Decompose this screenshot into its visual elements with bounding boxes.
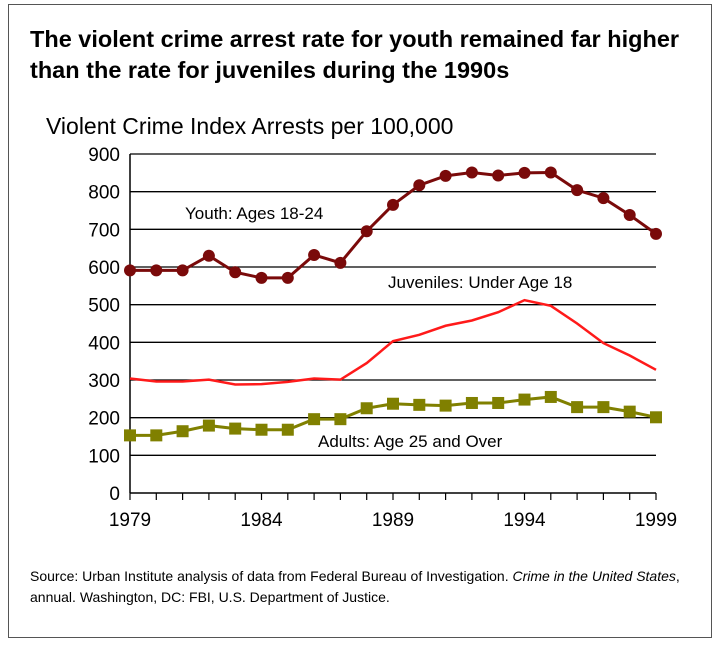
y-tick-label: 900 <box>88 145 120 166</box>
data-point <box>281 271 294 284</box>
data-point <box>571 401 584 414</box>
data-point <box>229 266 242 279</box>
data-point <box>308 248 321 261</box>
data-point <box>439 169 452 182</box>
source-title: Crime in the United States <box>512 568 676 584</box>
data-point <box>202 419 215 432</box>
data-point <box>176 264 189 277</box>
data-point <box>229 422 242 435</box>
chart-title: The violent crime arrest rate for youth … <box>30 26 680 83</box>
source-suffix: , annual. Washington, DC: FBI, U.S. Depa… <box>30 568 680 605</box>
data-point <box>360 402 373 415</box>
data-point <box>150 264 163 277</box>
data-point <box>544 390 557 403</box>
data-point <box>124 264 136 277</box>
data-point <box>334 256 347 269</box>
data-point <box>281 423 294 436</box>
data-point <box>334 413 347 426</box>
data-point <box>650 227 662 240</box>
x-tick-label: 1999 <box>635 510 677 531</box>
series-label: Adults: Age 25 and Over <box>318 432 503 451</box>
source-prefix: Source: Urban Institute analysis of data… <box>30 568 513 584</box>
x-tick-label: 1979 <box>109 510 151 531</box>
x-tick-label: 1994 <box>503 510 546 531</box>
data-point <box>492 396 505 409</box>
data-point <box>492 169 505 182</box>
data-point <box>308 413 321 426</box>
series-line <box>129 298 657 386</box>
data-point <box>650 411 662 424</box>
data-point <box>571 184 584 197</box>
data-point <box>387 198 399 211</box>
data-point <box>255 423 268 436</box>
data-point <box>518 393 531 406</box>
data-point <box>597 401 610 414</box>
y-tick-label: 800 <box>88 183 120 204</box>
x-tick-label: 1989 <box>372 510 414 531</box>
y-tick-label: 700 <box>88 220 120 241</box>
data-point <box>255 271 268 284</box>
x-tick-label: 1984 <box>240 510 283 531</box>
data-point <box>176 425 189 438</box>
data-point <box>465 166 478 179</box>
y-tick-label: 500 <box>88 296 120 317</box>
y-tick-label: 100 <box>88 446 120 467</box>
series-label: Juveniles: Under Age 18 <box>388 273 572 292</box>
source-note: Source: Urban Institute analysis of data… <box>30 566 710 608</box>
data-point <box>518 166 531 179</box>
y-axis-label: Violent Crime Index Arrests per 100,000 <box>46 113 454 139</box>
series-label: Youth: Ages 18-24 <box>185 204 323 223</box>
data-point <box>623 405 636 418</box>
data-point <box>360 225 373 238</box>
chart-frame <box>8 4 712 638</box>
data-point <box>623 209 636 222</box>
y-tick-label: 400 <box>88 333 120 354</box>
data-point <box>544 166 557 179</box>
data-point <box>439 399 452 412</box>
y-tick-label: 200 <box>88 409 120 430</box>
data-point <box>387 397 399 410</box>
data-point <box>202 249 215 262</box>
data-point <box>124 429 136 442</box>
y-tick-label: 600 <box>88 258 120 279</box>
data-point <box>150 429 163 442</box>
y-tick-label: 0 <box>109 484 120 505</box>
data-point <box>413 179 426 192</box>
data-point <box>597 192 610 205</box>
y-tick-label: 300 <box>88 371 120 392</box>
data-point <box>465 396 478 409</box>
data-point <box>413 398 426 411</box>
